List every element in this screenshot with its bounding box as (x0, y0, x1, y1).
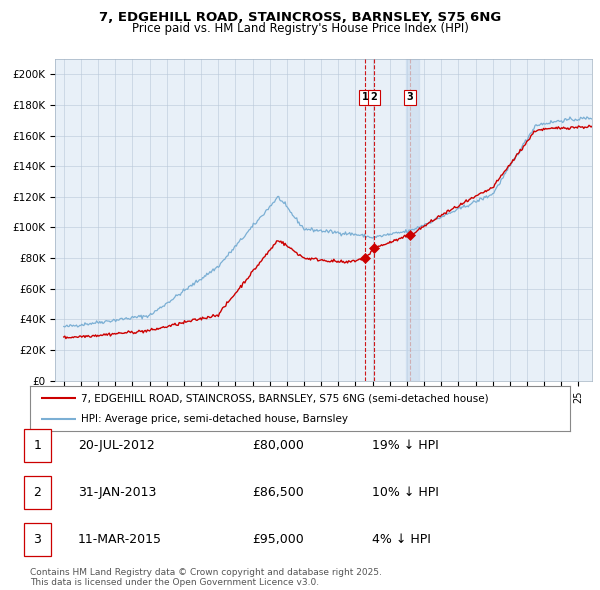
Text: Price paid vs. HM Land Registry's House Price Index (HPI): Price paid vs. HM Land Registry's House … (131, 22, 469, 35)
Text: 11-MAR-2015: 11-MAR-2015 (78, 533, 162, 546)
Text: 10% ↓ HPI: 10% ↓ HPI (372, 486, 439, 499)
Text: 7, EDGEHILL ROAD, STAINCROSS, BARNSLEY, S75 6NG: 7, EDGEHILL ROAD, STAINCROSS, BARNSLEY, … (99, 11, 501, 24)
Text: 3: 3 (34, 533, 41, 546)
Text: 31-JAN-2013: 31-JAN-2013 (78, 486, 157, 499)
Text: 20-JUL-2012: 20-JUL-2012 (78, 439, 155, 452)
Text: 1: 1 (362, 92, 368, 102)
Text: 4% ↓ HPI: 4% ↓ HPI (372, 533, 431, 546)
Text: £95,000: £95,000 (252, 533, 304, 546)
Text: 19% ↓ HPI: 19% ↓ HPI (372, 439, 439, 452)
Text: This data is licensed under the Open Government Licence v3.0.: This data is licensed under the Open Gov… (30, 578, 319, 587)
Text: 2: 2 (34, 486, 41, 499)
Text: 7, EDGEHILL ROAD, STAINCROSS, BARNSLEY, S75 6NG (semi-detached house): 7, EDGEHILL ROAD, STAINCROSS, BARNSLEY, … (82, 394, 489, 404)
Text: 1: 1 (34, 439, 41, 452)
Text: 3: 3 (407, 92, 413, 102)
Bar (406, 59, 419, 381)
Text: £80,000: £80,000 (252, 439, 304, 452)
Text: Contains HM Land Registry data © Crown copyright and database right 2025.: Contains HM Land Registry data © Crown c… (30, 568, 382, 576)
Text: 2: 2 (371, 92, 377, 102)
Text: HPI: Average price, semi-detached house, Barnsley: HPI: Average price, semi-detached house,… (82, 414, 348, 424)
Text: £86,500: £86,500 (252, 486, 304, 499)
